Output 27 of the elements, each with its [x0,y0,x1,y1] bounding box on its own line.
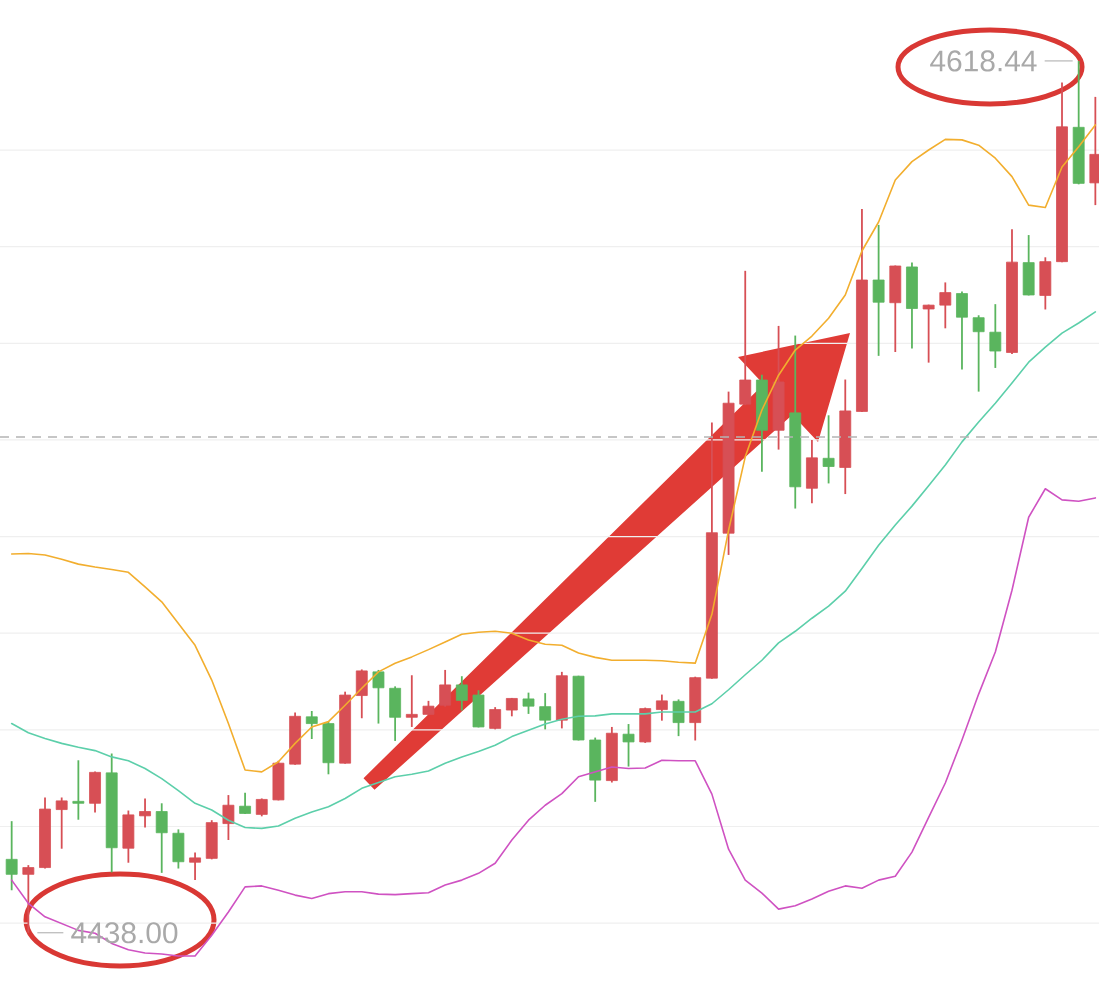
candlestick [622,723,635,768]
candlestick [55,796,68,850]
candlestick [539,692,552,731]
candlestick [655,693,668,722]
candlestick [939,281,952,330]
candlestick [822,414,835,485]
candlestick [22,864,35,934]
candlestick [305,710,318,740]
candlestick [439,669,452,708]
candlestick [972,314,985,393]
candlestick [72,759,85,821]
candlestick [989,303,1002,369]
candlestick [672,698,685,738]
candlestick [922,303,935,364]
candlestick [155,802,168,874]
candlestick [5,820,18,892]
candlestick [872,224,885,357]
candlestick [239,791,251,815]
candlestick [222,794,235,841]
candlestick [455,675,468,712]
candlestick [372,669,385,725]
candlestick [139,797,151,829]
candlestick [405,674,418,728]
annotation: 4618.44 [930,50,1037,72]
candlestick [189,851,201,882]
candlestick [956,290,968,371]
candlestick [522,691,535,715]
